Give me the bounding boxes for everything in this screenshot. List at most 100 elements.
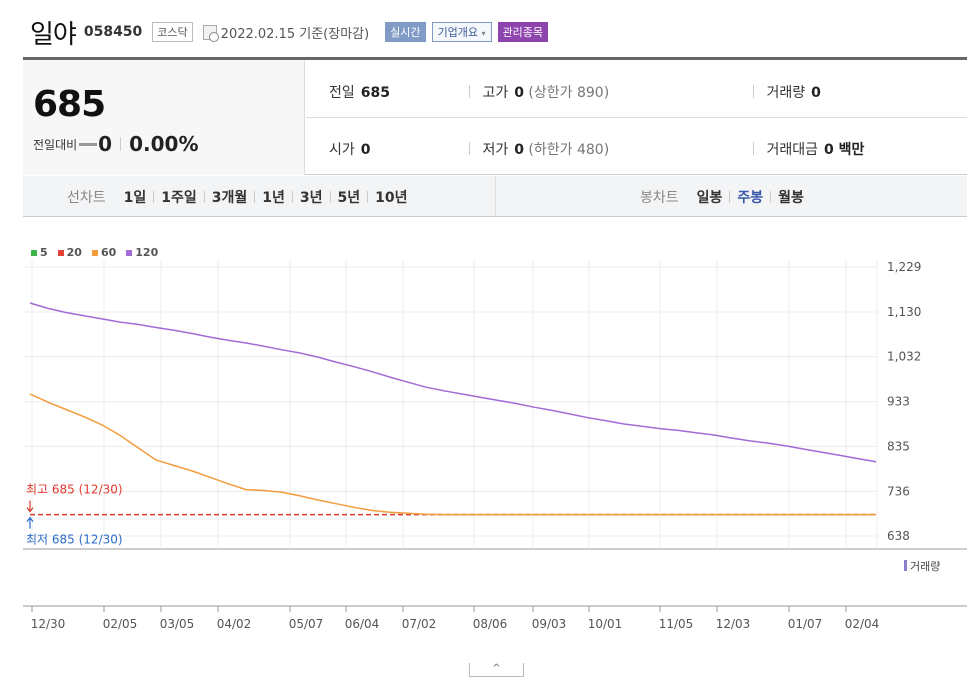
open-label: 시가 (329, 142, 355, 158)
line-range-tab[interactable]: 3년 (299, 190, 323, 206)
line-range-tab[interactable]: 1주일 (161, 190, 197, 206)
x-tick-label: 12/03 (716, 617, 751, 631)
y-tick-label: 1,229 (887, 260, 921, 274)
legend-swatch (126, 249, 133, 256)
current-price: 685 (33, 84, 106, 125)
upper-limit: (상한가 890) (528, 85, 610, 101)
open-value: 0 (360, 142, 371, 158)
divider (203, 191, 205, 203)
x-tick-label: 02/04 (845, 617, 880, 631)
y-tick-label: 1,130 (887, 305, 921, 319)
legend-item: 20 (57, 246, 82, 259)
quote-panel: 685 전일대비 0 0.00% 전일 685 고가 0 (상한가 890) 거래량… (23, 57, 967, 175)
chevron-down-icon: ▾ (481, 29, 486, 38)
low-label: 저가 (482, 142, 509, 158)
line-range-tab[interactable]: 5년 (337, 190, 361, 206)
legend-swatch (31, 249, 37, 256)
trade-amount: 거래대금 0 백만 (753, 139, 864, 159)
prev-label: 전일 (329, 85, 355, 101)
legend-item: 60 (91, 246, 117, 259)
company-overview-label: 기업개요 (437, 26, 479, 39)
change-label: 전일대비 (33, 137, 78, 152)
candle-period-tab[interactable]: 주봉 (737, 190, 764, 206)
candle-period-tab[interactable]: 일봉 (696, 190, 723, 206)
legend-item: 120 (126, 246, 158, 259)
managed-stock-button[interactable]: 관리종목 (497, 22, 549, 42)
legend-item: 5 (31, 246, 48, 259)
legend-label: 120 (135, 246, 159, 259)
company-overview-button[interactable]: 기업개요 ▾ (431, 22, 492, 42)
line-range-tab[interactable]: 10년 (375, 190, 408, 206)
chevron-up-icon: ^ (492, 663, 501, 674)
divider (153, 191, 155, 203)
lower-limit: (하한가 480) (528, 142, 610, 158)
line-chart-tabs: 선차트 1일 1주일 3개월 1년 3년 5년 10년 (67, 187, 408, 207)
y-tick-label: 835 (887, 439, 910, 453)
high-value: 0 (514, 85, 524, 101)
change-percent: 0.00% (129, 132, 199, 156)
x-tick-label: 12/30 (31, 617, 66, 631)
volume-label: 거래량 (910, 560, 940, 573)
line-range-tab[interactable]: 1년 (262, 190, 285, 206)
low-value: 0 (514, 142, 524, 158)
prev-value: 685 (360, 85, 390, 101)
y-tick-label: 638 (887, 529, 910, 543)
divider (729, 191, 731, 203)
legend-label: 60 (100, 246, 117, 259)
line-range-tab[interactable]: 3개월 (211, 190, 248, 206)
legend-label: 5 (40, 246, 48, 259)
divider (254, 191, 256, 203)
volume-swatch (904, 560, 907, 571)
calendar-icon (202, 24, 219, 42)
legend-swatch (57, 249, 64, 256)
up-arrow-icon (26, 516, 34, 529)
candle-period-tab[interactable]: 월봉 (778, 190, 804, 206)
change-row: 전일대비 0 0.00% (33, 132, 198, 156)
price-box: 685 전일대비 0 0.00% (23, 60, 305, 175)
volume-value: 0 (811, 85, 821, 101)
divider (291, 191, 293, 203)
date-stamp: 2022.02.15 기준(장마감) (202, 23, 369, 42)
candle-chart-label: 봉차트 (640, 190, 679, 206)
price-chart: 1,229 1,130 1,032 933 835 736 638 12/30 02/05 03/… (23, 260, 967, 631)
stock-header: 일야 058450 코스닥 2022.02.15 기준(장마감) 실시간 기업개… (30, 14, 549, 50)
x-tick-label: 10/01 (588, 617, 623, 631)
volume: 거래량 0 (753, 82, 821, 102)
y-tick-label: 736 (887, 484, 910, 498)
volume-label: 거래량 (766, 85, 806, 101)
low-annotation: 최저 685 (12/30) (26, 533, 123, 547)
divider (306, 117, 967, 118)
high-price: 고가 0 (상한가 890) (469, 82, 609, 102)
x-tick-label: 07/02 (402, 617, 437, 631)
amount-label: 거래대금 (766, 142, 818, 158)
change-value: 0 (98, 132, 113, 156)
open-price: 시가 0 (329, 139, 371, 159)
x-tick-label: 09/03 (532, 617, 567, 631)
flat-icon (79, 142, 98, 146)
x-tick-label: 11/05 (659, 617, 694, 631)
candle-chart-tabs: 봉차트 일봉 주봉 월봉 (640, 187, 804, 207)
line-range-tab[interactable]: 1일 (123, 190, 147, 206)
legend-label: 20 (66, 246, 82, 259)
y-tick-label: 1,032 (887, 350, 921, 364)
high-label: 고가 (482, 85, 509, 101)
divider (367, 191, 369, 203)
divider (329, 191, 331, 203)
x-tick-label: 02/05 (103, 617, 138, 631)
x-tick-label: 01/07 (788, 617, 823, 631)
x-tick-label: 05/07 (289, 617, 324, 631)
realtime-button[interactable]: 실시간 (385, 22, 426, 42)
x-tick-label: 06/04 (345, 617, 380, 631)
y-tick-label: 933 (887, 395, 910, 409)
x-tick-label: 03/05 (160, 617, 195, 631)
down-arrow-icon (26, 500, 34, 513)
series-line-60 (29, 393, 876, 516)
low-price: 저가 0 (하한가 480) (469, 139, 609, 159)
amount-value: 0 백만 (823, 142, 865, 158)
divider (770, 191, 772, 203)
market-badge: 코스닥 (152, 22, 193, 42)
collapse-button[interactable]: ^ (469, 663, 524, 677)
chart-legend: 5 20 60 120 (31, 246, 158, 259)
x-tick-label: 08/06 (473, 617, 508, 631)
high-annotation: 최고 685 (12/30) (26, 483, 123, 497)
